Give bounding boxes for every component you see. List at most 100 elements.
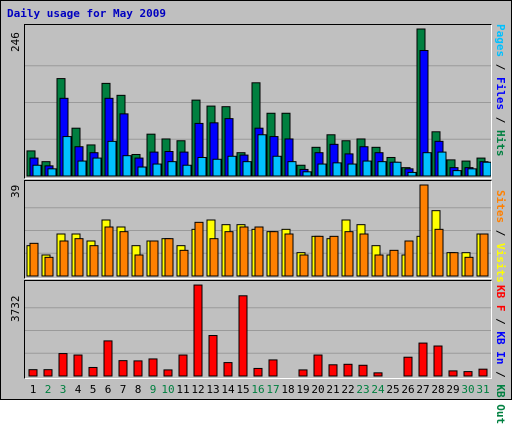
legend-hits-files-pages: Pages / Files / Hits [494, 24, 507, 157]
sites-bar [329, 235, 339, 277]
kb-f-bar [343, 363, 353, 377]
pages-bar [452, 170, 462, 177]
legend-entry: KB F [494, 285, 507, 312]
kbytes-chart [25, 284, 491, 377]
pages-bar [392, 161, 402, 177]
kb-f-bar [328, 364, 338, 377]
pages-bar [32, 164, 42, 177]
kb-f-bar [73, 354, 83, 377]
x-tick-label: 24 [371, 383, 385, 396]
kb-f-bar [298, 369, 308, 377]
kb-f-bar [268, 359, 278, 377]
legend-entry: / [494, 223, 507, 243]
x-tick-label: 25 [386, 383, 399, 396]
sites-bar [239, 226, 249, 277]
pages-bar [152, 163, 162, 177]
sites-bar [149, 240, 159, 277]
sites-bar [29, 242, 39, 277]
pages-bar [92, 157, 102, 177]
kb-f-bar [43, 369, 53, 377]
pages-bar [227, 155, 237, 177]
pages-bar [212, 158, 222, 177]
ymax-label-visits: 39 [9, 184, 22, 198]
kb-f-bar [373, 372, 383, 377]
x-tick-label: 23 [356, 383, 369, 396]
x-tick-label: 12 [191, 383, 204, 396]
kb-f-bar [478, 368, 488, 377]
sites-bar [479, 233, 489, 277]
x-tick-label: 26 [401, 383, 414, 396]
sites-bar [374, 254, 384, 277]
kb-f-bar [238, 295, 248, 377]
pages-bar [467, 168, 477, 177]
kb-f-bar [148, 358, 158, 377]
pages-bar [107, 140, 117, 177]
kb-f-bar [463, 371, 473, 377]
sites-bar [269, 231, 279, 277]
x-tick-label: 20 [311, 383, 324, 396]
legend-entry: Hits [494, 130, 507, 157]
visits-sites-chart [25, 184, 491, 277]
sites-bar [299, 254, 309, 277]
x-tick-label: 19 [296, 383, 309, 396]
x-tick-label: 13 [206, 383, 219, 396]
sites-bar [119, 231, 129, 277]
x-tick-label: 27 [416, 383, 429, 396]
sites-bar [404, 240, 414, 277]
x-tick-label: 29 [446, 383, 459, 396]
pages-bar [422, 152, 432, 177]
x-tick-label: 17 [266, 383, 279, 396]
x-tick-label: 3 [60, 383, 67, 396]
hits-files-pages-panel [24, 24, 492, 179]
legend-entry: / [494, 110, 507, 130]
pages-bar [347, 163, 357, 177]
kb-f-bar [313, 354, 323, 377]
sites-bar [419, 184, 429, 277]
kb-f-bar [58, 353, 68, 377]
sites-bar [134, 254, 144, 277]
sites-bar [89, 245, 99, 277]
sites-bar [44, 256, 54, 277]
x-tick-label: 21 [326, 383, 339, 396]
pages-bar [242, 161, 252, 177]
kb-f-bar [418, 342, 428, 377]
pages-bar [197, 156, 207, 177]
pages-bar [77, 160, 87, 177]
kb-f-bar [178, 354, 188, 377]
pages-bar [287, 161, 297, 177]
x-tick-label: 18 [281, 383, 294, 396]
sites-bar [284, 233, 294, 277]
kb-f-bar [448, 370, 458, 377]
pages-bar [437, 151, 447, 177]
legend-entry: KB In [494, 331, 507, 365]
sites-bar [74, 238, 84, 277]
x-tick-label: 28 [431, 383, 444, 396]
sites-bar [179, 249, 189, 277]
sites-bar [464, 256, 474, 277]
pages-bar [257, 134, 267, 177]
hits-files-pages-chart [25, 28, 492, 177]
legend-entry: Pages [494, 24, 507, 58]
pages-bar [482, 161, 492, 177]
kb-f-bar [433, 345, 443, 377]
legend-entry: / [494, 311, 507, 332]
x-tick-label: 22 [341, 383, 354, 396]
pages-bar [377, 161, 387, 177]
x-tick-label: 9 [150, 383, 157, 396]
kb-f-bar [253, 367, 263, 377]
sites-bar [224, 231, 234, 277]
x-tick-label: 1 [30, 383, 37, 396]
legend-entry: Files [494, 77, 507, 111]
x-tick-label: 10 [161, 383, 174, 396]
x-tick-label: 2 [45, 383, 52, 396]
ymax-label-hits: 246 [9, 32, 22, 52]
x-tick-label: 6 [105, 383, 112, 396]
pages-bar [182, 164, 192, 177]
sites-bar [59, 240, 69, 277]
x-tick-label: 15 [236, 383, 249, 396]
chart-title: Daily usage for May 2009 [7, 7, 166, 20]
kb-f-bar [118, 360, 128, 377]
x-tick-label: 8 [135, 383, 142, 396]
sites-bar [104, 226, 114, 277]
sites-bar [314, 235, 324, 277]
